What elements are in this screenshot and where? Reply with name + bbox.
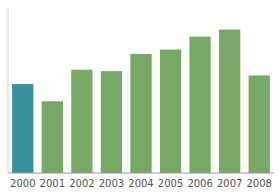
y-axis-line [8,8,9,173]
x-tick-label: 2008 [246,178,271,189]
x-tick-label: 2007 [217,178,242,189]
bar [12,84,33,173]
x-tick-label: 2003 [99,178,124,189]
x-tick-label: 2001 [40,178,65,189]
x-tick-label: 2006 [187,178,212,189]
x-tick-label: 2000 [10,178,35,189]
bar [189,37,210,173]
bar [249,75,270,173]
x-tick-label: 2002 [69,178,94,189]
bar [71,70,92,173]
x-tick-label: 2005 [158,178,183,189]
bar [101,71,122,173]
chart-container: 2000 2001 2002 2003 2004 2005 2006 2007 2008 [0,0,280,195]
chart-svg: 2000 2001 2002 2003 2004 2005 2006 2007 2008 [0,0,280,195]
bar [42,101,63,173]
bar [160,50,181,173]
x-axis-line [8,173,274,174]
x-tick-label: 2004 [128,178,153,189]
bars [12,30,270,173]
bar [130,54,151,173]
bar [219,30,240,173]
